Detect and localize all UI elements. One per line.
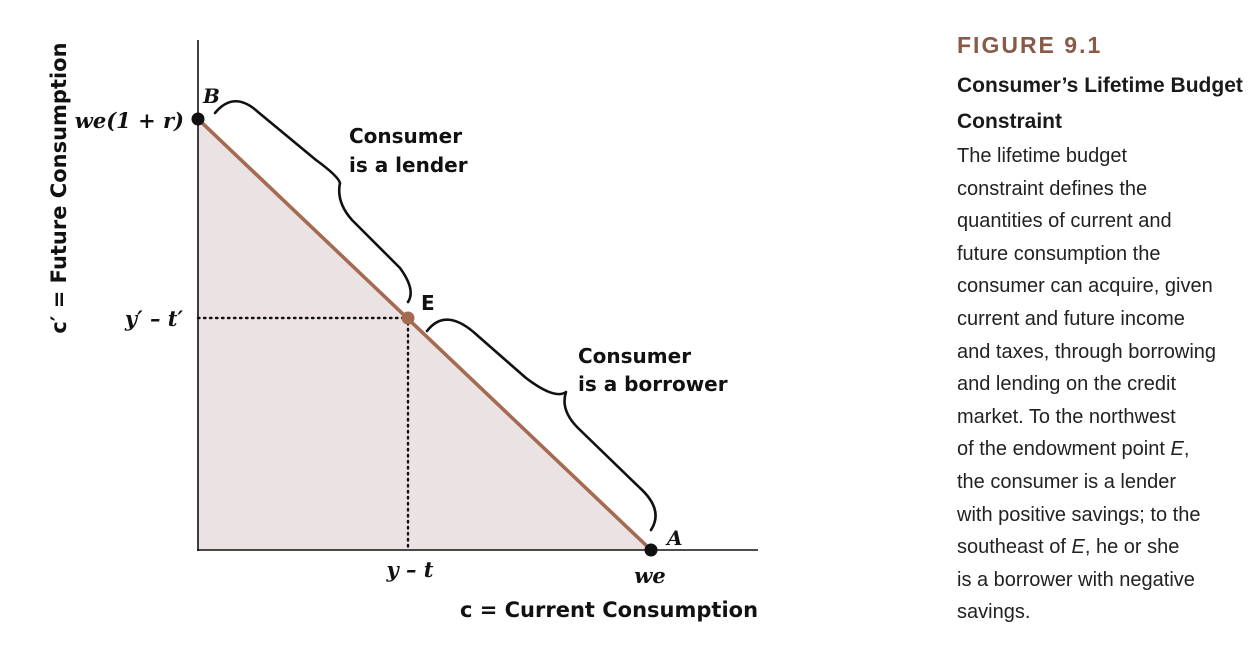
caption-line: southeast of E, he or she [957,536,1180,559]
caption-line: market. To the northwest [957,405,1176,428]
figure-caption: FIGURE 9.1 Consumer’s Lifetime Budget Co… [957,30,1247,629]
point-b-marker [191,112,205,126]
borrower-annotation-line2: is a borrower [578,372,728,396]
lender-brace [213,99,412,304]
lender-annotation-line1: Consumer [349,124,462,148]
x-tick-endowment-label: y – t [385,557,433,582]
figure-number: FIGURE 9.1 [957,32,1103,58]
caption-line: the consumer is a lender [957,470,1177,493]
caption-line: and taxes, through borrowing [957,340,1217,363]
point-a-label: A [665,526,683,550]
point-a-marker [644,543,658,557]
caption-line: constraint defines the [957,177,1148,200]
caption-line: current and future income [957,307,1185,330]
caption-line: and lending on the credit [957,373,1177,396]
x-tick-right-label: we [634,563,665,588]
y-axis-label: c′ = Future Consumption [47,42,71,333]
caption-line: with positive savings; to the [957,503,1201,526]
caption-line: is a borrower with negative [957,568,1195,591]
caption-line: quantities of current and [957,210,1172,233]
borrower-annotation-line1: Consumer [578,344,691,368]
caption-line: future consumption the [957,242,1161,265]
point-b-label: B [202,84,220,108]
y-tick-top-label: we(1 + r) [75,108,184,133]
caption-line: consumer can acquire, given [957,275,1213,298]
lender-annotation-line2: is a lender [349,153,468,177]
x-axis-label: c = Current Consumption [460,598,758,622]
caption-line: The lifetime budget [957,145,1128,167]
caption-line: savings. [957,601,1031,624]
caption-line: of the endowment point E, [957,438,1190,461]
budget-constraint-diagram: c′ = Future Consumption c = Current Cons… [47,40,758,622]
budget-line [196,117,653,552]
borrower-brace [425,318,657,532]
point-e-label: E [421,291,435,315]
endowment-point-marker [401,311,415,325]
figure-description: The lifetime budget constraint defines th… [957,140,1247,629]
y-tick-endowment-label: y′ – t′ [124,306,184,331]
figure-title: Consumer’s Lifetime Budget Constraint [957,74,1243,133]
